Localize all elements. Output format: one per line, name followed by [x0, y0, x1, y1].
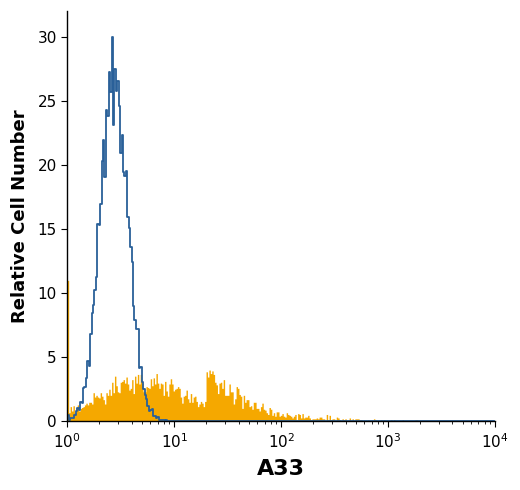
- X-axis label: A33: A33: [257, 459, 305, 479]
- Y-axis label: Relative Cell Number: Relative Cell Number: [11, 109, 29, 323]
